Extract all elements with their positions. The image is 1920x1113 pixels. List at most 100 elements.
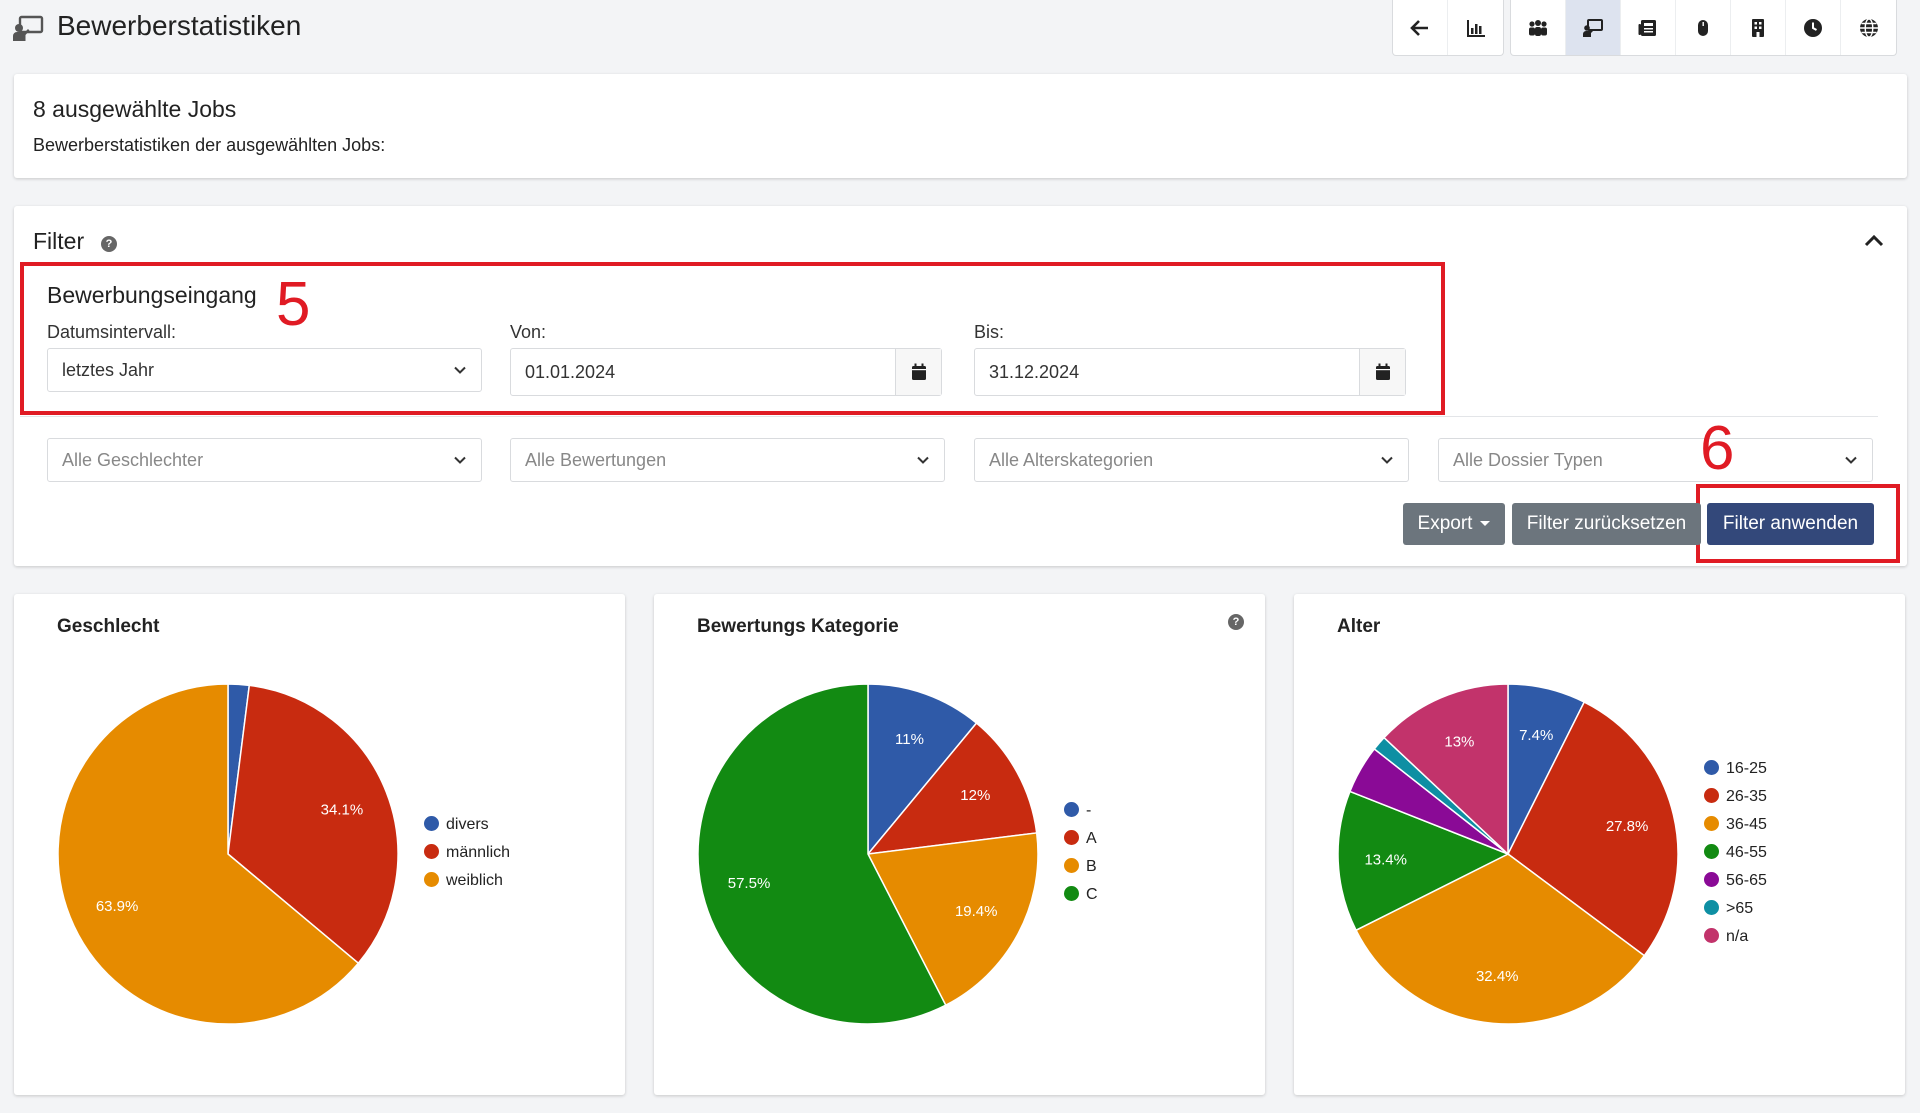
export-button-label: Export — [1417, 513, 1473, 534]
selected-jobs-card: 8 ausgewählte Jobs Bewerberstatistiken d… — [14, 74, 1907, 178]
legend-label: männlich — [446, 844, 511, 861]
date-from-calendar-button[interactable] — [895, 349, 941, 395]
gender-select-placeholder: Alle Geschlechter — [62, 450, 204, 470]
slice-label: 57.5% — [728, 875, 771, 892]
legend-label: 26-35 — [1726, 788, 1767, 805]
pie-chart: 11% 12% 19.4% 57.5% — [697, 683, 1039, 1025]
export-button[interactable]: Export — [1403, 503, 1505, 545]
legend-item[interactable]: >65 — [1704, 900, 1753, 918]
building-icon — [1752, 18, 1764, 37]
date-interval-select[interactable]: letztes Jahr — [47, 348, 482, 392]
legend-dot — [424, 872, 439, 887]
mouse-icon — [1698, 19, 1708, 36]
legend-item[interactable]: C — [1064, 886, 1098, 904]
calendar-icon — [1375, 363, 1390, 380]
apply-filter-button-label: Filter anwenden — [1722, 513, 1859, 534]
legend-label: B — [1086, 858, 1097, 875]
legend-item[interactable]: 46-55 — [1704, 844, 1767, 862]
newspaper-icon — [1638, 19, 1656, 36]
date-to-field[interactable]: 31.12.2024 — [974, 348, 1406, 396]
chevron-down-icon — [1845, 456, 1857, 464]
globe-icon — [1859, 17, 1878, 38]
legend-item[interactable]: divers — [424, 816, 489, 834]
people-icon — [1529, 19, 1547, 36]
pie-slice-36-45[interactable] — [1355, 853, 1646, 1025]
date-from-value[interactable]: 01.01.2024 — [525, 362, 616, 382]
candidates-button[interactable] — [1511, 0, 1566, 55]
age-category-select[interactable]: Alle Alterskategorien — [974, 438, 1409, 482]
legend-item[interactable]: A — [1064, 830, 1097, 848]
legend-item[interactable]: B — [1064, 858, 1097, 876]
language-button[interactable] — [1841, 0, 1896, 55]
legend-dot — [1704, 844, 1719, 859]
legend-dot — [1064, 802, 1079, 817]
chalkboard-user-icon — [13, 15, 44, 41]
chalkboard-user-icon — [1583, 18, 1603, 37]
legend-item[interactable]: männlich — [424, 844, 510, 862]
legend-item[interactable]: 16-25 — [1704, 760, 1767, 778]
date-from-label: Von: — [510, 322, 547, 342]
legend-dot — [1704, 760, 1719, 775]
legend-label: n/a — [1726, 928, 1749, 945]
pie-slice-B[interactable] — [866, 832, 1039, 1007]
legend-item[interactable]: 26-35 — [1704, 788, 1767, 806]
date-from-field[interactable]: 01.01.2024 — [510, 348, 942, 396]
history-button[interactable] — [1786, 0, 1841, 55]
legend-dot — [1704, 928, 1719, 943]
age-chart-card: Alter 7.4% 27.8% 32.4% 13.4% 13% 16-25 26-35 3… — [1294, 594, 1905, 1095]
slice-label: 32.4% — [1476, 968, 1519, 985]
gender-select[interactable]: Alle Geschlechter — [47, 438, 482, 482]
date-to-value[interactable]: 31.12.2024 — [989, 362, 1080, 382]
rating-select[interactable]: Alle Bewertungen — [510, 438, 945, 482]
slice-label: 11% — [895, 731, 924, 748]
legend-dot — [1064, 830, 1079, 845]
legend-dot — [1704, 788, 1719, 803]
bar-chart-icon — [1466, 19, 1485, 37]
applicant-stats-button[interactable] — [1566, 0, 1621, 55]
legend-label: 36-45 — [1726, 816, 1767, 833]
filter-title: Filter — [33, 228, 85, 254]
legend-label: - — [1086, 802, 1092, 819]
news-button[interactable] — [1621, 0, 1676, 55]
legend-item[interactable]: - — [1064, 802, 1091, 820]
back-button[interactable] — [1393, 0, 1448, 55]
filter-help-icon[interactable]: ? — [101, 236, 117, 252]
application-date-section-label: Bewerbungseingang — [47, 282, 257, 308]
collapse-chevron-icon[interactable] — [1863, 232, 1885, 248]
pie-slice-A[interactable] — [866, 722, 1038, 855]
chart-help-icon[interactable]: ? — [1228, 614, 1244, 630]
reset-filter-button-label: Filter zurücksetzen — [1526, 513, 1687, 534]
slice-label: 13.4% — [1364, 851, 1407, 868]
apply-filter-button[interactable]: Filter anwenden — [1707, 503, 1874, 545]
legend-dot — [1704, 900, 1719, 915]
chart-title: Geschlecht — [57, 616, 160, 637]
pie-slice-26-35[interactable] — [1507, 701, 1679, 957]
dossier-type-select[interactable]: Alle Dossier Typen — [1438, 438, 1873, 482]
legend-label: C — [1086, 886, 1098, 903]
legend-item[interactable]: 36-45 — [1704, 816, 1767, 834]
company-button[interactable] — [1731, 0, 1786, 55]
page-title: Bewerberstatistiken — [57, 10, 302, 41]
pie-chart: 7.4% 27.8% 32.4% 13.4% 13% — [1337, 683, 1679, 1025]
legend-label: >65 — [1726, 900, 1754, 917]
calendar-icon — [911, 363, 926, 380]
pie-slice-46-55[interactable] — [1337, 790, 1510, 932]
pie-slice-n/a[interactable] — [1383, 683, 1509, 856]
clicks-button[interactable] — [1676, 0, 1731, 55]
chart-title: Bewertungs Kategorie — [697, 616, 899, 637]
toolbar-views — [1510, 0, 1897, 56]
legend-item[interactable]: n/a — [1704, 928, 1748, 946]
pie-slice-weiblich[interactable] — [57, 683, 360, 1025]
legend-item[interactable]: weiblich — [424, 872, 503, 890]
filter-divider — [20, 416, 1878, 417]
pie-slice-männlich[interactable] — [227, 684, 399, 965]
statistics-button[interactable] — [1448, 0, 1503, 55]
pie-slice--[interactable] — [867, 683, 978, 857]
date-to-calendar-button[interactable] — [1359, 349, 1405, 395]
pie-slice-C[interactable] — [697, 683, 947, 1025]
legend-item[interactable]: 56-65 — [1704, 872, 1767, 890]
filter-card: Filter ? 5 Bewerbungseingang Datumsinter… — [14, 206, 1907, 566]
legend-label: weiblich — [446, 872, 503, 889]
selected-jobs-heading: 8 ausgewählte Jobs — [33, 96, 237, 122]
reset-filter-button[interactable]: Filter zurücksetzen — [1512, 503, 1701, 545]
